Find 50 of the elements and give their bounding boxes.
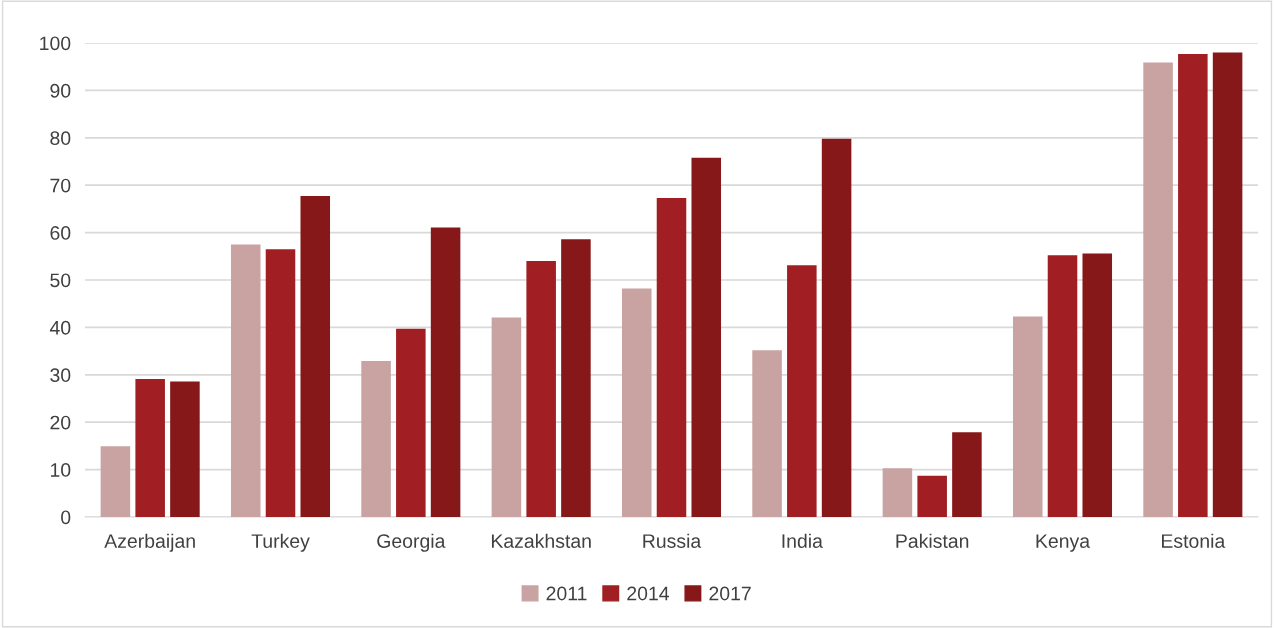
x-tick-label: Estonia: [1162, 533, 1226, 548]
legend-label: 2017: [709, 586, 751, 601]
y-tick-label: 30: [50, 368, 71, 383]
y-tick-label: 80: [50, 131, 71, 146]
y-tick-label: 10: [50, 463, 71, 477]
bar: [1178, 53, 1208, 517]
bar: [430, 227, 461, 517]
bar: [396, 328, 426, 517]
y-tick-label: 60: [50, 226, 71, 240]
bar: [656, 198, 687, 517]
bar: [752, 350, 782, 517]
bar: [300, 196, 331, 517]
bar: [917, 475, 947, 517]
bar: [952, 432, 982, 517]
bar: [1082, 253, 1113, 517]
x-tick-label: Pakistan: [896, 533, 969, 548]
bar: [1047, 255, 1078, 517]
y-tick-label: 20: [50, 415, 71, 430]
bar: [787, 265, 817, 517]
y-tick-label: 0: [61, 510, 71, 525]
y-tick-label: 50: [50, 273, 71, 288]
legend-label: 2014: [627, 586, 670, 601]
legend-label: 2011: [546, 586, 587, 601]
y-tick-label: 90: [50, 83, 71, 98]
bar: [526, 261, 556, 517]
bar: [621, 288, 652, 517]
x-tick-label: Georgia: [377, 533, 446, 552]
bar: [1212, 52, 1243, 517]
y-tick-label: 40: [49, 320, 71, 335]
x-tick-label: Kazakhstan: [491, 533, 591, 548]
bar: [491, 317, 522, 517]
y-tick-label: 70: [50, 178, 71, 193]
bar: [361, 361, 391, 517]
bar: [135, 379, 165, 517]
bar: [821, 138, 852, 517]
x-tick-label: India: [782, 533, 823, 548]
y-tick-label: 100: [40, 36, 71, 51]
bar: [561, 239, 591, 517]
x-tick-label: Kenya: [1036, 534, 1091, 552]
bar: [1143, 62, 1173, 517]
bar: [691, 157, 722, 517]
bar: [882, 468, 913, 517]
x-tick-label: Turkey: [251, 533, 310, 552]
bar: [170, 381, 200, 517]
bar: [265, 249, 296, 517]
bar: [230, 244, 261, 517]
x-tick-label: Azerbaijan: [104, 533, 195, 552]
bar: [100, 446, 131, 517]
bar: [1012, 316, 1043, 517]
x-tick-label: Russia: [643, 533, 702, 548]
